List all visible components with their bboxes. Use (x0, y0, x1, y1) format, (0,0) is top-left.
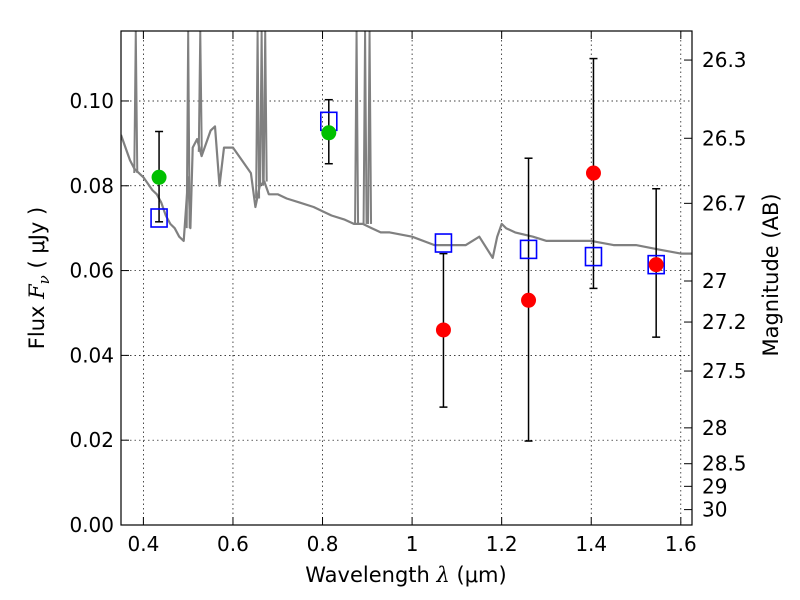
emission-line-spike (185, 31, 191, 229)
y-tick-label: 0.10 (69, 89, 114, 113)
emission-line-spike (354, 31, 360, 224)
emission-line-spike (197, 31, 203, 152)
plot-frame (120, 30, 693, 526)
emission-line-spike (262, 31, 268, 182)
y2-tick-label: 30 (702, 498, 727, 522)
y2-tick-label: 29 (702, 474, 727, 498)
y-tick-label: 0.02 (69, 428, 114, 452)
y-tick-label: 0.04 (69, 343, 114, 367)
model-photometry-square (647, 254, 665, 275)
y2-axis-label: Magnitude (AB) (759, 193, 783, 356)
observed-point-red (435, 322, 451, 338)
y2-tick-label: 27.2 (702, 310, 747, 334)
model-photometry-square (519, 239, 538, 260)
y-tick-label: 0.00 (69, 513, 114, 537)
model-photometry-square (584, 246, 603, 267)
emission-line-spike (133, 31, 139, 174)
model-spectrum-layer (121, 31, 692, 259)
spectrum-line (121, 125, 692, 259)
grid-lines (121, 31, 692, 525)
emission-line-spike (362, 31, 368, 224)
emission-line-spike (367, 31, 373, 224)
observed-point-green (321, 125, 337, 141)
y2-tick-label: 28.5 (702, 452, 747, 476)
x-tick-label: 1.4 (575, 532, 607, 556)
y-axis-label: Flux Fν ( μJy ) (25, 207, 53, 349)
y-axis-ticks: 0.00 0.02 0.04 0.06 0.08 0.10 (69, 89, 129, 537)
error-bars-layer (155, 57, 661, 442)
model-photometry-square (434, 233, 453, 253)
x-tick-label: 0.8 (307, 532, 339, 556)
y-tick-label: 0.08 (69, 174, 114, 198)
y2-tick-label: 28 (702, 416, 727, 440)
y2-tick-label: 26.3 (702, 48, 747, 72)
x-tick-label: 0.4 (127, 532, 159, 556)
observed-point-red (521, 292, 537, 308)
emission-line-spike (259, 31, 265, 186)
y2-tick-label: 26.7 (702, 191, 747, 215)
x-tick-label: 1.2 (486, 532, 518, 556)
plot-area (121, 31, 692, 442)
y2-tick-label: 27.5 (702, 359, 747, 383)
y-tick-label: 0.06 (69, 259, 114, 283)
x-tick-label: 0.6 (217, 532, 249, 556)
x-tick-label: 1 (406, 532, 419, 556)
model-photometry-square (150, 208, 168, 228)
y2-tick-label: 27 (702, 269, 727, 293)
y2-tick-label: 26.5 (702, 126, 747, 150)
data-points-layer (150, 111, 665, 338)
x-axis-ticks: 0.4 0.6 0.8 1 1.2 1.4 1.6 (127, 31, 697, 556)
observed-point-green (151, 169, 167, 185)
observed-point-red (648, 257, 664, 273)
emission-line-spike (255, 31, 261, 199)
x-axis-label: Wavelength λ (μm) (305, 563, 506, 587)
x-tick-label: 1.6 (665, 532, 697, 556)
observed-point-red (585, 165, 601, 181)
